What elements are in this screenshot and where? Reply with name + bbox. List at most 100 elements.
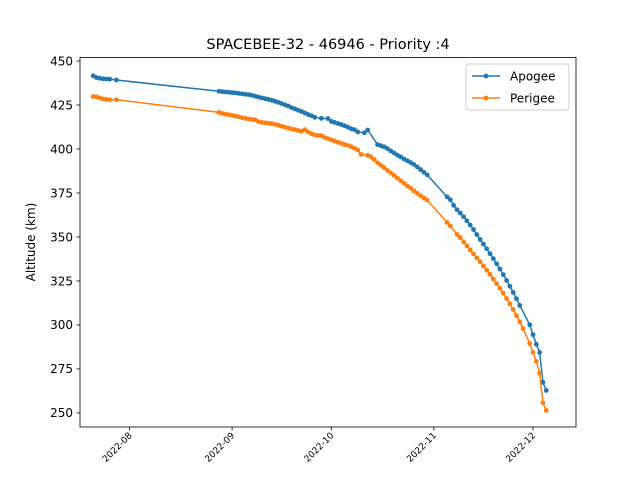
data-point-apogee (504, 278, 509, 283)
data-point-perigee (113, 97, 119, 103)
data-point-perigee (447, 223, 453, 229)
plot-area-frame (79, 57, 577, 428)
data-point-apogee (533, 341, 539, 347)
data-point-perigee (457, 235, 463, 241)
y-tick-label: 325 (50, 274, 73, 288)
data-point-perigee (358, 152, 364, 157)
data-point-apogee (414, 164, 420, 170)
series-perigee (90, 94, 549, 413)
data-point-apogee (312, 114, 318, 120)
series-apogee (90, 73, 549, 393)
data-point-apogee (507, 283, 513, 289)
data-point-perigee (471, 251, 476, 257)
data-point-perigee (381, 165, 387, 171)
data-point-apogee (447, 197, 453, 203)
data-point-perigee (510, 307, 516, 312)
data-point-apogee (107, 76, 113, 82)
data-point-apogee (444, 194, 450, 200)
y-tick-label: 275 (50, 362, 73, 376)
legend-marker (483, 95, 489, 101)
y-axis-label: Altitude (km) (24, 203, 38, 282)
data-point-perigee (424, 197, 430, 203)
data-point-perigee (504, 296, 509, 301)
data-point-perigee (481, 263, 486, 269)
data-point-perigee (527, 341, 533, 346)
data-point-apogee (540, 379, 546, 385)
data-point-perigee (540, 400, 546, 406)
data-point-apogee (421, 169, 427, 175)
data-point-perigee (391, 172, 397, 178)
data-point-apogee (365, 127, 371, 133)
data-point-apogee (418, 167, 423, 172)
data-point-perigee (494, 281, 500, 286)
legend: Apogee Perigee (465, 63, 570, 111)
data-point-perigee (517, 319, 523, 325)
data-point-perigee (533, 358, 539, 364)
data-point-apogee (500, 272, 506, 278)
data-point-perigee (537, 370, 543, 376)
data-point-apogee (537, 349, 543, 355)
data-point-perigee (411, 188, 417, 194)
data-point-apogee (113, 77, 119, 83)
data-point-perigee (385, 168, 390, 173)
data-point-apogee (451, 202, 457, 208)
data-point-perigee (355, 147, 361, 153)
data-point-apogee (424, 172, 430, 178)
data-point-apogee (530, 332, 536, 338)
data-point-perigee (474, 255, 480, 261)
data-point-perigee (107, 97, 113, 103)
data-point-apogee (411, 162, 417, 167)
data-point-apogee (361, 130, 367, 136)
data-point-apogee (461, 214, 466, 220)
data-point-apogee (494, 261, 500, 267)
data-point-perigee (444, 219, 450, 225)
data-point-perigee (467, 247, 473, 253)
data-point-perigee (487, 272, 493, 277)
data-point-apogee (510, 289, 516, 295)
y-tick-label: 425 (50, 98, 73, 112)
y-tick-label: 450 (50, 54, 73, 68)
data-point-perigee (477, 259, 483, 265)
data-point-perigee (530, 349, 536, 355)
data-point-perigee (520, 326, 526, 332)
data-point-apogee (318, 115, 324, 121)
data-point-apogee (474, 232, 480, 237)
data-point-perigee (500, 290, 506, 296)
data-point-perigee (378, 162, 384, 168)
data-point-apogee (490, 256, 496, 262)
data-point-perigee (418, 193, 423, 199)
data-point-perigee (375, 160, 380, 166)
data-point-apogee (325, 116, 331, 121)
data-point-perigee (368, 154, 374, 160)
data-point-apogee (517, 303, 523, 308)
data-point-perigee (497, 285, 503, 291)
data-point-apogee (477, 237, 483, 242)
data-point-apogee (514, 296, 519, 302)
y-tick-label: 250 (50, 406, 73, 420)
data-point-apogee (527, 322, 533, 328)
legend-item-apogee: Apogee (472, 69, 556, 83)
chart-title: SPACEBEE-32 - 46946 - Priority :4 (206, 37, 449, 53)
y-tick-label: 375 (50, 186, 73, 200)
data-point-perigee (454, 232, 460, 237)
data-point-perigee (543, 408, 549, 413)
data-point-perigee (408, 185, 414, 191)
data-point-apogee (487, 251, 493, 257)
y-tick-label: 350 (50, 230, 73, 244)
legend-label: Apogee (510, 69, 556, 83)
data-point-apogee (467, 222, 473, 228)
data-point-perigee (514, 313, 519, 319)
legend-item-perigee: Perigee (472, 91, 555, 105)
data-point-apogee (497, 266, 503, 272)
y-tick-label: 300 (50, 318, 73, 332)
data-point-perigee (398, 178, 404, 184)
data-point-perigee (484, 267, 490, 273)
data-point-apogee (481, 241, 486, 247)
data-point-apogee (543, 388, 549, 393)
data-point-perigee (302, 127, 308, 133)
data-point-perigee (388, 170, 394, 176)
legend-label: Perigee (510, 91, 555, 105)
data-point-apogee (464, 218, 470, 224)
data-point-perigee (371, 157, 377, 162)
